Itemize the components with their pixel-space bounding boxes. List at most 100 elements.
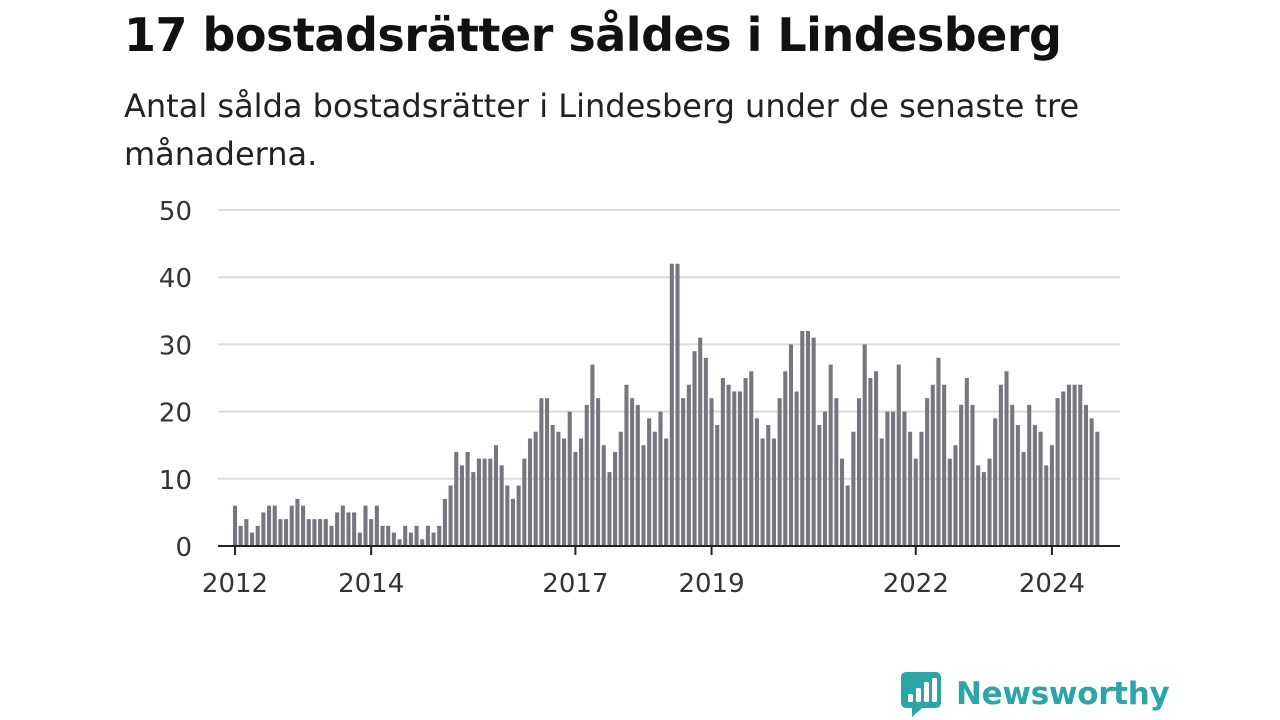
bar <box>715 425 720 546</box>
bar <box>454 451 459 546</box>
bar <box>499 465 504 546</box>
bar <box>567 411 572 546</box>
bar <box>1032 425 1037 546</box>
bar <box>732 391 737 546</box>
bar <box>976 465 981 546</box>
bar <box>1078 384 1083 546</box>
bar <box>369 519 374 546</box>
y-tick-label: 20 <box>159 399 192 429</box>
bar <box>386 525 391 546</box>
bar <box>335 512 340 546</box>
bar <box>647 418 652 546</box>
bar <box>874 371 879 546</box>
x-tick-label: 2022 <box>883 569 949 599</box>
bar <box>284 519 289 546</box>
bar <box>556 431 561 546</box>
bar <box>516 485 521 546</box>
bar <box>993 418 998 546</box>
bar <box>544 398 550 546</box>
bar <box>465 451 470 546</box>
bar <box>363 505 368 546</box>
bar <box>692 351 697 546</box>
bar <box>766 425 771 546</box>
bar <box>459 465 464 546</box>
bar <box>1072 384 1077 546</box>
bar <box>749 371 754 546</box>
bar <box>885 411 890 546</box>
bar <box>425 525 430 546</box>
newsworthy-logo-icon <box>901 672 941 717</box>
bar <box>420 539 425 546</box>
bar <box>857 398 862 546</box>
bar <box>709 398 714 546</box>
bar <box>1061 391 1066 546</box>
y-axis-tick-labels: 0 10 20 30 40 50 <box>159 197 192 563</box>
bar <box>613 451 618 546</box>
bar <box>641 445 646 546</box>
bar <box>267 505 272 546</box>
bar <box>686 384 691 546</box>
bar <box>998 384 1003 546</box>
bar <box>527 438 533 546</box>
y-tick-label: 50 <box>159 197 192 227</box>
bar <box>936 357 941 546</box>
bar <box>737 391 742 546</box>
bar <box>1038 431 1043 546</box>
bar <box>1044 465 1049 546</box>
bar <box>788 344 794 546</box>
bar <box>851 431 856 546</box>
bar <box>862 344 867 546</box>
bar <box>834 398 839 546</box>
bar <box>482 458 487 546</box>
x-tick-label: 2024 <box>1019 569 1085 599</box>
bar <box>720 378 725 546</box>
bar <box>601 445 606 546</box>
bar <box>794 391 799 546</box>
y-tick-label: 0 <box>175 533 192 563</box>
bar <box>624 384 629 546</box>
bar <box>845 485 850 546</box>
y-tick-label: 40 <box>159 264 192 294</box>
bar <box>596 398 601 546</box>
x-tick-label: 2019 <box>678 569 744 599</box>
gridlines <box>218 209 1120 480</box>
bar-chart: 0 10 20 30 40 50 2012 2014 2017 2019 2022 2024 17 <box>159 0 1135 599</box>
x-tick-label: 2014 <box>338 569 404 599</box>
bar <box>244 519 249 546</box>
bar <box>987 458 992 546</box>
bar <box>607 472 612 546</box>
bar <box>323 519 328 546</box>
bar <box>329 525 334 546</box>
x-axis-ticks: 2012 2014 2017 2019 2022 2024 <box>202 546 1085 599</box>
bar <box>925 398 930 546</box>
bar <box>902 411 907 546</box>
bar <box>289 505 294 546</box>
bar <box>584 404 589 546</box>
bar <box>669 263 674 546</box>
y-tick-label: 10 <box>159 466 192 496</box>
bar <box>942 384 947 546</box>
bar <box>357 532 362 546</box>
chart-subtitle: Antal sålda bostadsrätter i Lindesberg u… <box>124 87 1080 173</box>
bar <box>448 485 453 546</box>
bar <box>510 498 516 546</box>
bar <box>590 364 595 546</box>
bar <box>743 378 748 546</box>
bar <box>658 411 663 546</box>
bar <box>760 438 765 546</box>
bar <box>908 431 913 546</box>
bar <box>652 431 657 546</box>
bar <box>726 384 731 546</box>
bar <box>562 438 567 546</box>
bar <box>1004 371 1009 546</box>
bar <box>675 263 680 546</box>
bar <box>278 519 283 546</box>
bar <box>380 525 385 546</box>
bar <box>471 472 476 546</box>
bar <box>959 404 964 546</box>
bar <box>822 411 828 546</box>
bar <box>930 384 935 546</box>
bar <box>811 337 816 546</box>
bar <box>771 438 776 546</box>
bar <box>754 418 759 546</box>
